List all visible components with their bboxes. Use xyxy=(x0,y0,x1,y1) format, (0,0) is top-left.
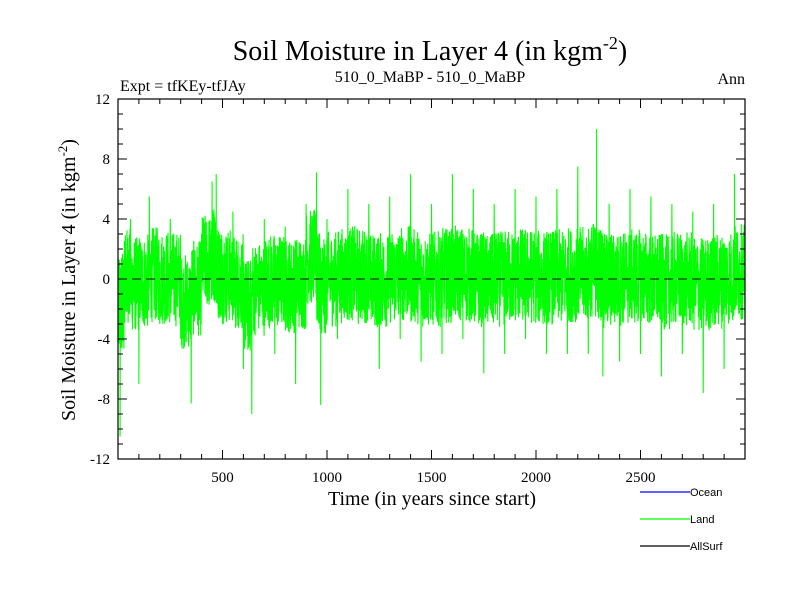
subtitle-right: Ann xyxy=(717,71,745,88)
y-tick-label: 4 xyxy=(103,212,111,228)
legend-label-ocean: Ocean xyxy=(690,487,722,499)
chart-title-sup: -2 xyxy=(603,33,618,53)
plot-data xyxy=(117,128,746,437)
x-axis-ticks: 500 1000 1500 2000 2500 xyxy=(138,99,725,486)
y-tick-label: -12 xyxy=(90,452,110,468)
y-axis-label: Soil Moisture in Layer 4 (in kgm-2) xyxy=(55,139,80,421)
y-tick-label: 12 xyxy=(95,92,110,108)
y-axis-label-close: ) xyxy=(58,139,80,146)
x-tick-label: 1500 xyxy=(417,470,447,486)
x-tick-label: 2500 xyxy=(626,470,656,486)
legend-label-land: Land xyxy=(690,514,714,526)
chart-title-close: ) xyxy=(618,36,627,67)
y-tick-label: 8 xyxy=(103,152,111,168)
chart-title: Soil Moisture in Layer 4 (in kgm-2) xyxy=(233,33,628,67)
subtitle-left: Expt = tfKEy-tfJAy xyxy=(120,78,246,95)
legend-label-allsurf: AllSurf xyxy=(690,541,723,553)
y-axis-ticks: -12 -8 -4 0 4 8 12 xyxy=(90,92,745,468)
y-axis-label-sup: -2 xyxy=(55,146,70,157)
y-tick-label: 0 xyxy=(103,272,111,288)
x-tick-label: 2000 xyxy=(521,470,551,486)
series-line-land xyxy=(117,128,746,437)
subtitle-center: 510_0_MaBP - 510_0_MaBP xyxy=(335,69,526,86)
x-tick-label: 1000 xyxy=(312,470,342,486)
chart-title-main: Soil Moisture in Layer 4 (in kgm xyxy=(233,36,603,67)
y-tick-label: -4 xyxy=(98,332,111,348)
x-axis-label: Time (in years since start) xyxy=(328,488,536,510)
x-tick-label: 500 xyxy=(211,470,234,486)
legend: Ocean Land AllSurf xyxy=(640,487,723,553)
y-axis-label-main: Soil Moisture in Layer 4 (in kgm xyxy=(58,156,80,421)
y-tick-label: -8 xyxy=(98,392,111,408)
